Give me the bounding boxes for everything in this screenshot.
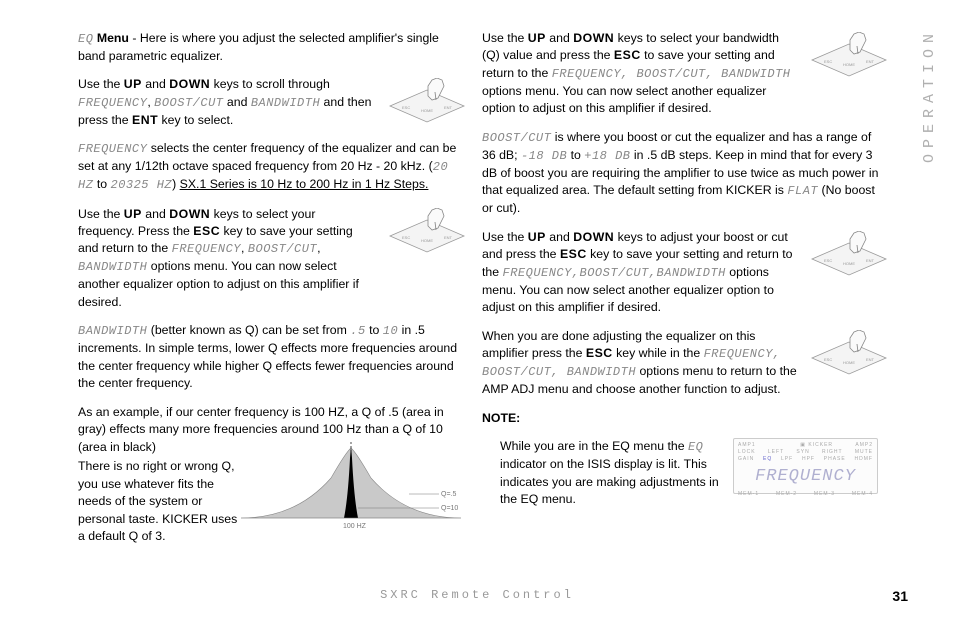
right-column: Use the UP and DOWN keys to select your … — [482, 30, 882, 545]
p-boostcut-desc: BOOST/CUT is where you boost or cut the … — [482, 129, 882, 218]
display-main-text: FREQUENCY — [738, 465, 873, 489]
hand-remote-icon — [810, 231, 888, 277]
note-block: While you are in the EQ menu the EQ indi… — [500, 438, 882, 508]
isis-display: AMP1▣ KICKERAMP2 LOCKLEFTSYNRIGHTMUTE GA… — [733, 438, 878, 494]
seg-eq: EQ — [78, 32, 93, 46]
q-curve-chart: Q=.5 Q=10 100 HZ — [236, 438, 466, 533]
footer-title: SXRC Remote Control — [0, 588, 954, 602]
hand-remote-icon — [810, 32, 888, 78]
p-boostcut-adjust: Use the UP and DOWN keys to adjust your … — [482, 229, 882, 317]
p-menu: EQ Menu - Here is where you adjust the s… — [78, 30, 460, 65]
svg-text:Q=.5: Q=.5 — [441, 491, 456, 498]
hand-remote-icon — [810, 330, 888, 376]
p-bandwidth-select: Use the UP and DOWN keys to select your … — [482, 30, 882, 118]
p-done: When you are done adjusting the equalize… — [482, 328, 882, 399]
p-scroll: Use the UP and DOWN keys to scroll throu… — [78, 76, 460, 129]
svg-text:Q=10: Q=10 — [441, 505, 458, 512]
p-select-freq: Use the UP and DOWN keys to select your … — [78, 206, 460, 312]
note-heading: NOTE: — [482, 410, 882, 427]
hand-remote-icon — [388, 208, 466, 254]
key-up: UP — [124, 77, 142, 91]
key-ent: ENT — [132, 113, 158, 127]
q-example-block: As an example, if our center frequency i… — [78, 404, 460, 546]
key-down: DOWN — [169, 77, 210, 91]
key-esc: ESC — [193, 224, 220, 238]
p-freq-desc: FREQUENCY selects the center frequency o… — [78, 140, 460, 194]
svg-text:100 HZ: 100 HZ — [343, 523, 367, 530]
left-column: EQ Menu - Here is where you adjust the s… — [60, 30, 460, 545]
p-bandwidth: BANDWIDTH (better known as Q) can be set… — [78, 322, 460, 392]
hand-remote-icon — [388, 78, 466, 124]
page-number: 31 — [892, 588, 908, 604]
side-tab: Operation — [918, 30, 940, 160]
